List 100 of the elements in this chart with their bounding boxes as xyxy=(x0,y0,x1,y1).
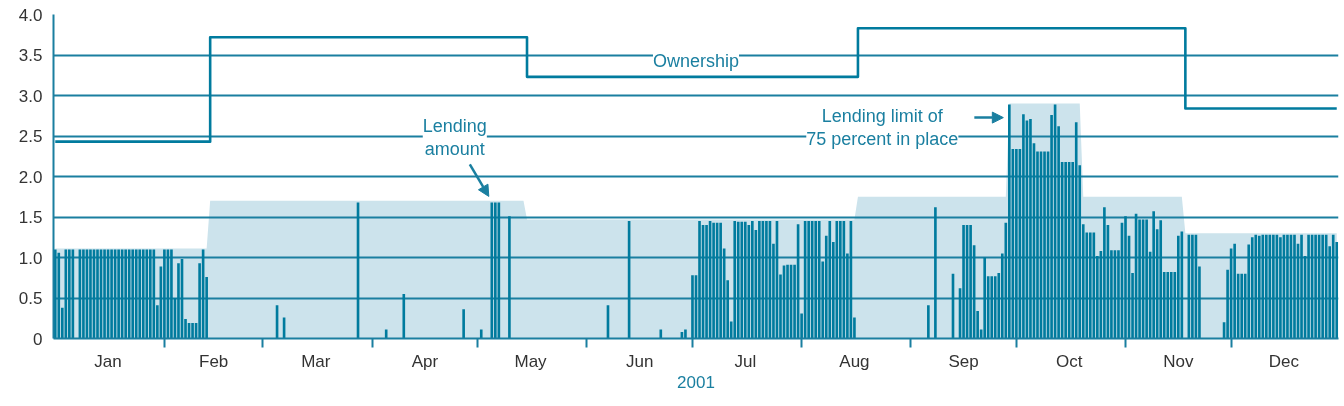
bar xyxy=(1169,272,1173,339)
x-tick-label: Aug xyxy=(839,351,870,371)
bar xyxy=(1064,161,1067,339)
bar xyxy=(1022,114,1025,339)
x-tick-label: Jan xyxy=(94,351,122,371)
bar xyxy=(934,207,937,339)
bar xyxy=(134,249,138,339)
bar xyxy=(1261,234,1265,339)
bar xyxy=(828,221,832,339)
x-tick-label: Dec xyxy=(1268,351,1300,371)
bar xyxy=(983,257,987,339)
bar xyxy=(1074,122,1078,339)
x-tick-label: Feb xyxy=(199,351,229,371)
bar xyxy=(494,202,497,339)
bar xyxy=(490,202,494,339)
bar xyxy=(68,249,71,339)
bar xyxy=(1307,234,1310,339)
annotation: Lending amount xyxy=(422,115,487,159)
bar xyxy=(1314,234,1317,339)
bar xyxy=(691,275,694,339)
bar xyxy=(1191,234,1194,339)
bar xyxy=(719,222,722,339)
bar xyxy=(1279,237,1282,339)
bar xyxy=(1145,219,1148,339)
x-tick-label: Jun xyxy=(625,351,654,371)
bar xyxy=(57,252,61,339)
bar xyxy=(1265,234,1268,339)
bar xyxy=(927,305,930,339)
bar xyxy=(969,225,972,339)
bar xyxy=(89,249,92,339)
bar xyxy=(712,222,715,339)
bar xyxy=(117,249,120,339)
bar xyxy=(1159,220,1163,339)
bar xyxy=(758,221,761,339)
bar xyxy=(807,221,810,339)
bar xyxy=(1240,273,1244,339)
x-tick-label: Apr xyxy=(411,351,439,371)
bar xyxy=(817,221,821,339)
x-tick-label: Sep xyxy=(948,351,979,371)
bar xyxy=(1254,234,1258,339)
bar xyxy=(1152,211,1155,339)
bar xyxy=(1233,243,1236,339)
bar xyxy=(747,225,751,339)
bar xyxy=(839,221,842,339)
bar xyxy=(765,221,768,339)
bar xyxy=(1331,234,1335,339)
bar xyxy=(127,249,131,339)
bar xyxy=(990,276,994,339)
y-tick-label: 2.0 xyxy=(18,167,43,187)
bar xyxy=(124,249,127,339)
x-tick-label: Nov xyxy=(1163,351,1194,371)
bar xyxy=(103,249,106,339)
x-axis-title: 2001 xyxy=(677,372,715,392)
bar xyxy=(962,225,965,339)
x-tick-label: Jul xyxy=(734,351,757,371)
y-tick-label: 3.5 xyxy=(18,46,43,65)
bar xyxy=(508,216,511,339)
bar xyxy=(1257,235,1261,339)
bar xyxy=(170,249,173,339)
y-tick-label: 3.0 xyxy=(18,86,43,106)
bar xyxy=(462,309,465,339)
bar xyxy=(1103,207,1106,339)
bar xyxy=(96,249,99,339)
annotation: Lending limit of 75 percent in place xyxy=(806,106,959,150)
bar xyxy=(1088,232,1092,339)
bar xyxy=(1250,237,1254,339)
bar xyxy=(993,276,997,339)
bar xyxy=(138,249,142,339)
bar xyxy=(698,221,701,339)
bar xyxy=(131,249,135,339)
bar xyxy=(82,249,85,339)
bar xyxy=(402,293,406,339)
bar xyxy=(1176,235,1180,339)
y-tick-label: 1.0 xyxy=(18,248,43,268)
bar xyxy=(1166,272,1170,339)
bar xyxy=(145,249,149,339)
bar xyxy=(1029,118,1032,339)
bar xyxy=(177,263,180,339)
bar xyxy=(705,225,708,339)
y-tick-label: 1.5 xyxy=(18,208,43,227)
y-tick-label: 4.0 xyxy=(18,5,43,25)
bar xyxy=(1015,148,1018,339)
y-tick-label: 0 xyxy=(33,329,43,349)
bar xyxy=(163,249,166,339)
bar xyxy=(733,221,737,339)
bar xyxy=(1321,234,1324,339)
bar xyxy=(751,221,754,339)
bar xyxy=(1300,234,1303,339)
bar xyxy=(786,264,789,339)
bar xyxy=(814,221,818,339)
bar xyxy=(740,221,744,339)
bar xyxy=(743,221,747,339)
x-tick-label: Mar xyxy=(301,351,331,371)
bar xyxy=(1008,104,1011,339)
bar xyxy=(148,249,152,339)
bar xyxy=(736,221,740,339)
bar xyxy=(191,323,194,339)
bar xyxy=(1124,216,1127,339)
x-tick-label: Oct xyxy=(1055,351,1083,371)
bar xyxy=(1286,234,1289,339)
